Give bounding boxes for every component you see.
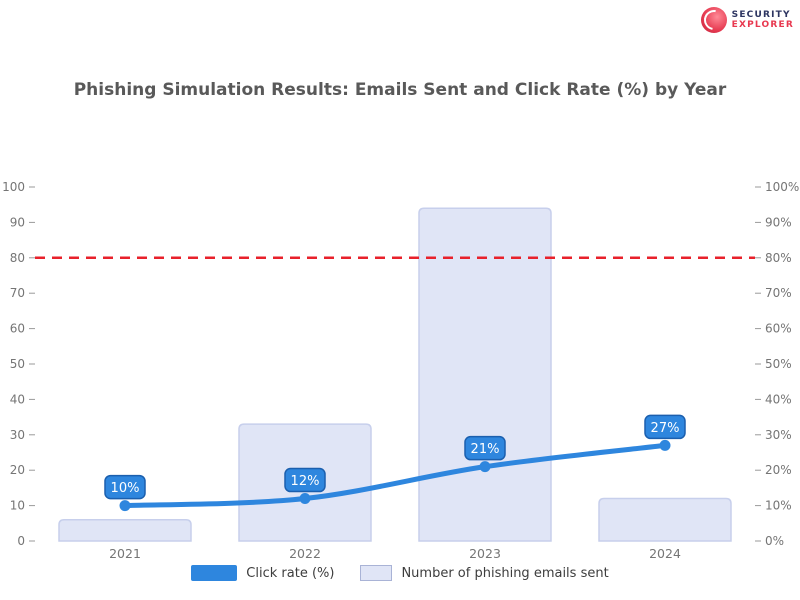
click-rate-line bbox=[122, 442, 668, 509]
line-point bbox=[659, 439, 671, 451]
point-label-bubble bbox=[284, 467, 326, 493]
y-axis-label-left: 30 bbox=[10, 428, 25, 442]
bar-2021 bbox=[58, 519, 192, 542]
y-axis-label-right: 0% bbox=[765, 534, 784, 548]
y-axis-label-right: 10% bbox=[765, 499, 792, 513]
y-axis-label-right: 100% bbox=[765, 180, 799, 194]
logo-text-line1: SECURITY bbox=[731, 9, 791, 20]
legend-swatch-line bbox=[191, 565, 238, 581]
point-label-bubble bbox=[644, 414, 686, 440]
x-axis-label: 2021 bbox=[109, 546, 141, 561]
legend-item-emails: Number of phishing emails sent bbox=[360, 565, 609, 581]
logo-icon bbox=[700, 7, 727, 33]
y-axis-label-right: 80% bbox=[765, 251, 792, 265]
y-axis-label-left: 80 bbox=[10, 251, 25, 265]
legend-item-click-rate: Click rate (%) bbox=[191, 565, 334, 581]
line-point bbox=[299, 493, 311, 505]
y-axis-label-left: 90 bbox=[10, 215, 25, 229]
bar-2024 bbox=[598, 497, 732, 542]
logo-text-line2: EXPLORER bbox=[731, 20, 794, 30]
point-label-text: 21% bbox=[471, 442, 500, 457]
legend-swatch-bar bbox=[360, 565, 393, 581]
line-point bbox=[119, 500, 131, 512]
brand-logo: SECURITY EXPLORER bbox=[700, 7, 794, 33]
legend-label-emails: Number of phishing emails sent bbox=[401, 565, 609, 581]
y-axis-label-left: 20 bbox=[10, 463, 25, 477]
bar-2023 bbox=[418, 207, 552, 542]
y-axis-label-left: 70 bbox=[10, 286, 25, 300]
point-label-text: 12% bbox=[291, 474, 320, 489]
x-axis-label: 2023 bbox=[469, 546, 501, 561]
line-point bbox=[479, 461, 491, 473]
chart-title: Phishing Simulation Results: Emails Sent… bbox=[73, 80, 727, 100]
point-label-bubble bbox=[104, 474, 146, 500]
point-label-bubble bbox=[464, 435, 506, 461]
chart-legend: Click rate (%) Number of phishing emails… bbox=[0, 565, 800, 581]
y-axis-label-right: 60% bbox=[765, 322, 792, 336]
x-axis-label: 2024 bbox=[649, 546, 681, 561]
legend-label-click-rate: Click rate (%) bbox=[246, 565, 335, 581]
logo-text: SECURITY EXPLORER bbox=[732, 10, 794, 31]
y-axis-label-left: 60 bbox=[10, 322, 25, 336]
y-axis-label-right: 30% bbox=[765, 428, 792, 442]
y-axis-label-right: 70% bbox=[765, 286, 792, 300]
y-axis-label-left: 100 bbox=[2, 180, 25, 194]
y-axis-label-right: 50% bbox=[765, 357, 792, 371]
y-axis-label-left: 10 bbox=[10, 499, 25, 513]
y-axis-label-left: 40 bbox=[10, 392, 25, 406]
y-axis-label-left: 0 bbox=[17, 534, 25, 548]
y-axis-label-right: 40% bbox=[765, 392, 792, 406]
point-label-text: 10% bbox=[111, 481, 140, 496]
x-axis-label: 2022 bbox=[289, 546, 321, 561]
y-axis-label-left: 50 bbox=[10, 357, 25, 371]
y-axis-label-right: 90% bbox=[765, 215, 792, 229]
point-label-text: 27% bbox=[651, 421, 680, 436]
y-axis-label-right: 20% bbox=[765, 463, 792, 477]
